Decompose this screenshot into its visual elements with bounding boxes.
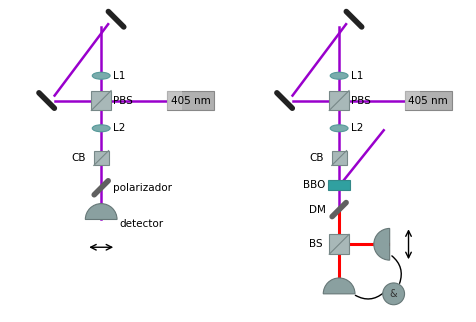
Circle shape [382, 283, 404, 305]
Ellipse shape [329, 125, 347, 132]
Bar [166, 90, 214, 110]
Text: CB: CB [71, 153, 86, 163]
Text: 405 nm: 405 nm [407, 96, 447, 106]
Bar [94, 151, 109, 166]
Ellipse shape [92, 72, 110, 79]
Text: PBS: PBS [113, 96, 133, 106]
Text: BBO: BBO [303, 180, 325, 190]
Text: BS: BS [309, 239, 322, 249]
Ellipse shape [92, 125, 110, 132]
Text: &: & [389, 289, 397, 299]
Wedge shape [373, 228, 389, 260]
Text: DM: DM [309, 204, 326, 214]
Bar [328, 90, 348, 110]
Bar [404, 90, 451, 110]
Text: L1: L1 [350, 71, 363, 81]
Bar [327, 180, 349, 190]
Text: CB: CB [309, 153, 323, 163]
Text: detector: detector [119, 220, 163, 230]
Wedge shape [323, 278, 354, 294]
Text: L2: L2 [350, 123, 363, 133]
Bar [328, 234, 348, 254]
Wedge shape [85, 204, 117, 220]
Text: L2: L2 [113, 123, 125, 133]
Text: polarizador: polarizador [113, 183, 172, 193]
Text: 405 nm: 405 nm [170, 96, 210, 106]
Ellipse shape [329, 72, 347, 79]
Text: L1: L1 [113, 71, 125, 81]
Bar [166, 90, 182, 110]
Bar [331, 151, 346, 166]
Text: PBS: PBS [350, 96, 370, 106]
Bar [91, 90, 111, 110]
Bar [404, 90, 419, 110]
